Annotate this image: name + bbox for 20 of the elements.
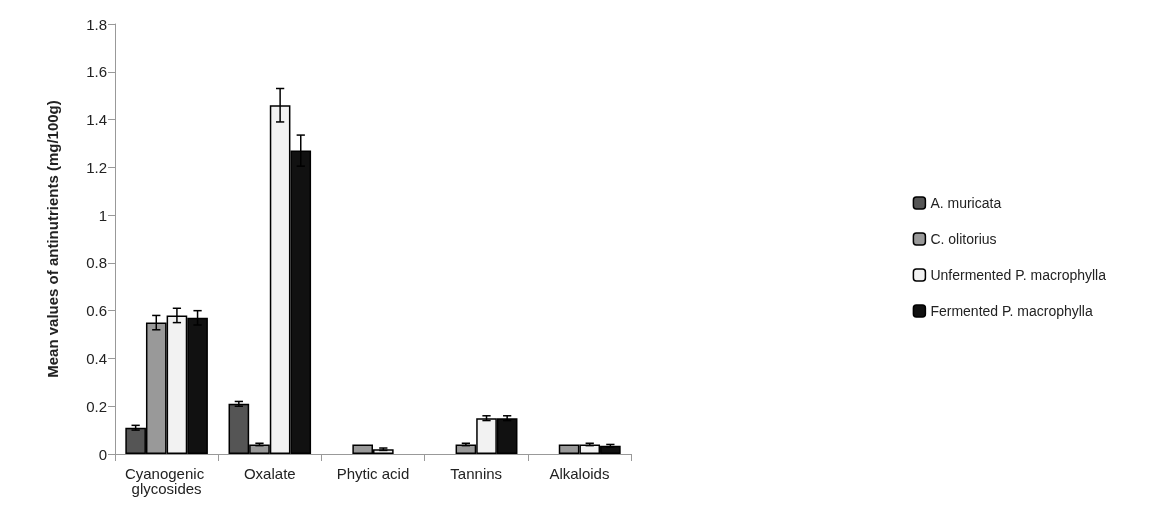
x-tick-label: Alkaloids: [549, 465, 610, 482]
y-tick-label: 1.2: [86, 158, 107, 176]
x-tick-label: Tannins: [450, 465, 503, 482]
y-tick-label: 0.8: [86, 254, 107, 272]
legend-label: A. muricata: [930, 195, 1002, 211]
legend-label: C. olitorius: [930, 231, 997, 247]
y-tick-label: 0.2: [86, 397, 107, 415]
y-tick-label: 0.6: [86, 302, 107, 320]
legend-label: Unfermented P. macrophylla: [930, 267, 1107, 283]
y-tick-label: 1: [98, 206, 107, 224]
y-tick-label: 1.8: [86, 15, 107, 33]
y-tick-label: 1.6: [86, 63, 107, 81]
x-tick-label: Cyanogenic glycosides: [124, 465, 209, 497]
y-axis-title: Mean values of antinutrients (mg/100g): [44, 100, 61, 378]
x-tick-label: Phytic acid: [336, 465, 410, 482]
y-tick-label: 0: [98, 445, 107, 463]
x-tick-label: Oxalate: [243, 465, 296, 482]
legend-label: Fermented P. macrophylla: [930, 303, 1093, 319]
y-tick-label: 1.4: [86, 111, 107, 129]
y-tick-label: 0.4: [86, 349, 107, 367]
